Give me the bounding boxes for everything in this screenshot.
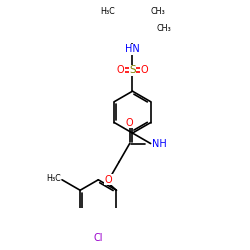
Text: O: O bbox=[126, 118, 134, 128]
Text: Cl: Cl bbox=[94, 234, 103, 243]
Text: H₃C: H₃C bbox=[46, 174, 60, 183]
Text: H₃C: H₃C bbox=[100, 7, 115, 16]
Text: HN: HN bbox=[125, 44, 140, 54]
Text: O: O bbox=[141, 65, 148, 75]
Text: CH₃: CH₃ bbox=[150, 7, 165, 16]
Text: O: O bbox=[105, 175, 112, 185]
Text: CH₃: CH₃ bbox=[156, 24, 171, 33]
Text: NH: NH bbox=[152, 138, 167, 148]
Text: S: S bbox=[129, 65, 136, 75]
Text: O: O bbox=[117, 65, 124, 75]
